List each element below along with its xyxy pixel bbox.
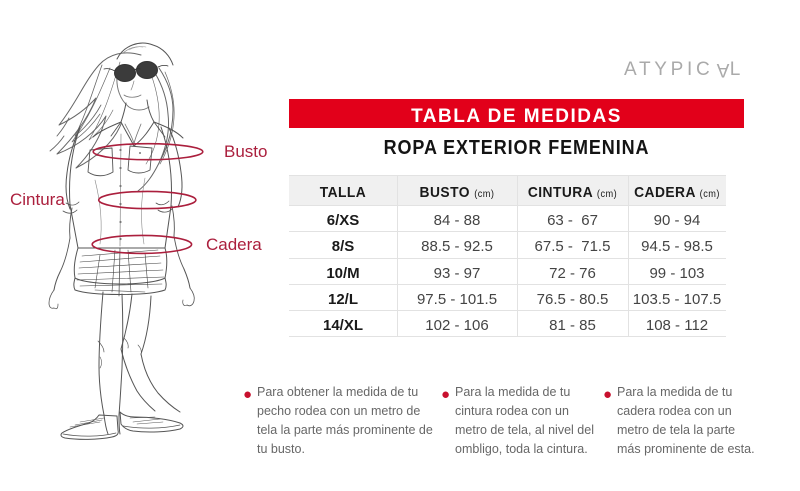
svg-text:Busto: Busto (224, 142, 267, 161)
svg-text:Cintura: Cintura (10, 190, 65, 209)
svg-text:Cadera: Cadera (206, 235, 262, 254)
